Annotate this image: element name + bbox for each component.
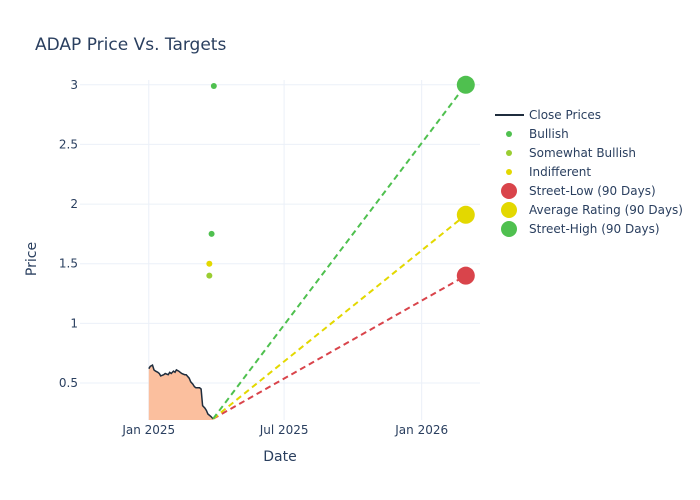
close-price-line — [148, 364, 214, 420]
y-tick-label: 2.5 — [59, 137, 78, 151]
y-tick-label: 0.5 — [59, 376, 78, 390]
street-high-90-days-target-line — [212, 84, 467, 420]
indifferent-marker — [206, 260, 213, 267]
y-tick-label: 3 — [70, 78, 78, 92]
legend-swatch — [506, 131, 512, 137]
bullish-marker — [210, 82, 217, 89]
somewhat-bullish-marker — [206, 272, 213, 279]
y-axis-title: Price — [24, 242, 40, 276]
legend-item-indifferent[interactable]: Indifferent — [506, 165, 591, 179]
legend[interactable]: Close Prices Bullish Somewhat Bullish Indif… — [495, 108, 683, 237]
close-price-area — [148, 365, 214, 420]
legend-swatch — [506, 169, 512, 175]
street-low-90-days-target-marker — [456, 266, 475, 285]
legend-label: Bullish — [529, 127, 569, 141]
legend-item-close-prices[interactable]: Close Prices — [495, 108, 601, 122]
legend-item-average-rating-90-days[interactable]: Average Rating (90 Days) — [501, 202, 683, 218]
x-tick-label: Jan 2025 — [121, 423, 175, 437]
street-low-90-days-target-line — [212, 274, 467, 420]
bullish-marker — [208, 230, 215, 237]
y-tick-label: 2 — [70, 197, 78, 211]
average-rating-90-days-target-line — [212, 214, 467, 420]
legend-item-bullish[interactable]: Bullish — [506, 127, 569, 141]
legend-swatch — [506, 150, 512, 156]
legend-label: Average Rating (90 Days) — [529, 203, 683, 217]
plot-area-fill — [148, 365, 214, 420]
legend-item-somewhat-bullish[interactable]: Somewhat Bullish — [506, 146, 636, 160]
plot-lines — [148, 84, 467, 420]
legend-item-street-low-90-days[interactable]: Street-Low (90 Days) — [501, 183, 656, 199]
y-tick-label: 1 — [70, 316, 78, 330]
chart-title: ADAP Price Vs. Targets — [35, 35, 226, 55]
legend-item-street-high-90-days[interactable]: Street-High (90 Days) — [501, 221, 660, 237]
legend-swatch — [501, 221, 517, 237]
axis-ticks: 0.5 1 1.5 2 2.5 3 Jan 2025 Jul 2025 Jan 2026 — [59, 78, 448, 437]
legend-swatch — [501, 202, 517, 218]
plot-markers — [206, 75, 475, 285]
legend-label: Street-High (90 Days) — [529, 222, 660, 236]
x-axis-title: Date — [263, 449, 296, 465]
x-tick-label: Jan 2026 — [394, 423, 448, 437]
legend-label: Somewhat Bullish — [529, 146, 636, 160]
average-rating-90-days-target-marker — [456, 205, 475, 224]
gridlines — [80, 80, 480, 420]
legend-swatch — [501, 183, 517, 199]
x-tick-label: Jul 2025 — [259, 423, 309, 437]
street-high-90-days-target-marker — [456, 75, 475, 94]
legend-label: Close Prices — [529, 108, 601, 122]
legend-label: Indifferent — [529, 165, 591, 179]
legend-label: Street-Low (90 Days) — [529, 184, 656, 198]
y-tick-label: 1.5 — [59, 257, 78, 271]
